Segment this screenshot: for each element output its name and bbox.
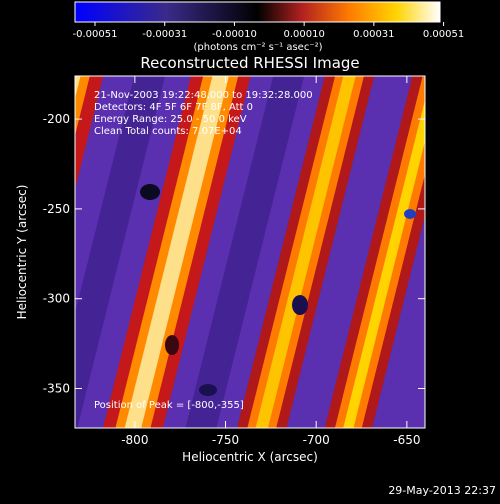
colorbar-gradient [74,1,441,23]
x-axis-label: Heliocentric X (arcsec) [182,450,318,464]
plot-title: Reconstructed RHESSI Image [140,54,359,72]
colorbar-tick-label: -0.00010 [212,29,257,40]
y-tick-label: -300 [43,292,70,306]
peak-position-label: Position of Peak = [-800,-355] [94,400,244,411]
plot-frame [74,75,426,429]
y-tick-label: -250 [43,202,70,216]
colorbar-units: (photons cm⁻² s⁻¹ asec⁻²) [193,42,322,53]
y-axis-label: Heliocentric Y (arcsec) [15,185,29,320]
x-tick-label: -800 [121,433,148,447]
colorbar-ticks: -0.00051 -0.00031 -0.00010 0.00010 0.00031 0.… [73,22,464,40]
info-time-range: 21-Nov-2003 19:22:48.000 to 19:32:28.000 [94,90,313,101]
colorbar-tick-label: 0.00031 [353,29,394,40]
info-clean-counts: Clean Total counts: 7.07E+04 [94,126,242,137]
colorbar-tick-label: 0.00051 [423,29,464,40]
colorbar-tick-label: 0.00010 [283,29,324,40]
footer-timestamp: 29-May-2013 22:37 [388,484,496,497]
info-block: 21-Nov-2003 19:22:48.000 to 19:32:28.000… [94,90,313,137]
rhessi-image [75,76,425,428]
x-axis: -800 -750 -700 -650 [121,76,420,447]
x-tick-label: -750 [212,433,239,447]
y-tick-label: -350 [43,381,70,395]
info-detectors: Detectors: 4F 5F 6F 7F 8F, Att 0 [94,102,253,113]
colorbar-tick-label: -0.00051 [73,29,118,40]
info-energy-range: Energy Range: 25.0 - 50.0 keV [94,114,247,125]
colorbar-tick-label: -0.00031 [142,29,187,40]
y-tick-label: -200 [43,112,70,126]
y-axis: -200 -250 -300 -350 [43,112,425,395]
x-tick-label: -650 [393,433,420,447]
colorbar: -0.00051 -0.00031 -0.00010 0.00010 0.00031 0.… [73,1,464,53]
x-tick-label: -700 [303,433,330,447]
